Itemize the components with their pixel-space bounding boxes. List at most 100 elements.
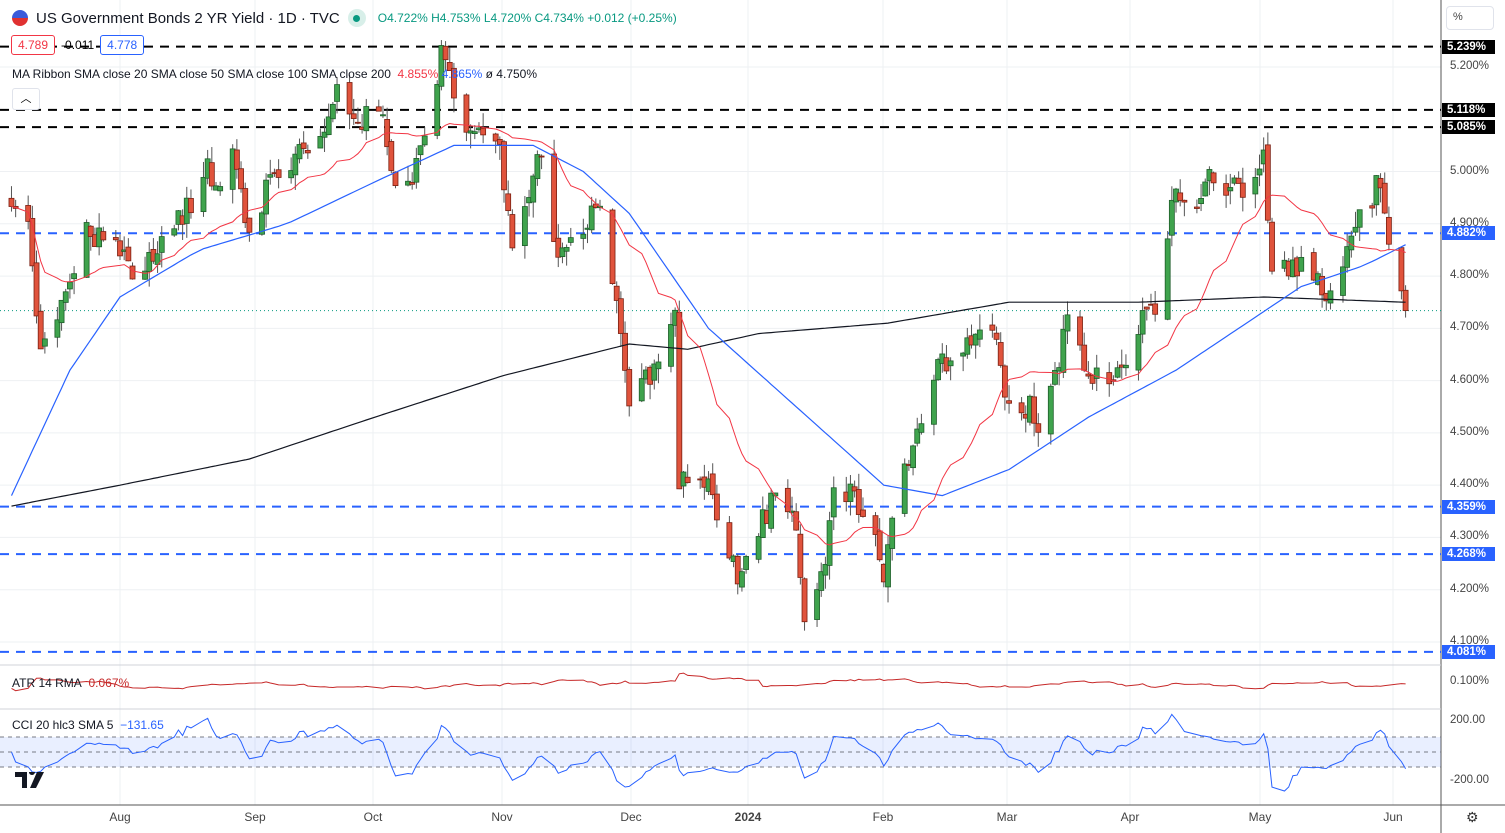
- candle-body: [1001, 365, 1008, 398]
- candle-body: [142, 270, 148, 280]
- price-tick: 5.200%: [1450, 60, 1490, 72]
- candle-body: [947, 360, 954, 367]
- candle-body: [67, 281, 73, 290]
- candle-body: [146, 252, 153, 273]
- candle-body: [872, 515, 879, 535]
- candle-body: [505, 193, 512, 212]
- cci-legend[interactable]: CCI 20 hlc3 SMA 5 −131.65: [12, 718, 164, 732]
- cci-axis-bottom: -200.00: [1450, 774, 1490, 786]
- price-tick: 4.500%: [1450, 425, 1490, 438]
- candle-body: [1235, 177, 1242, 184]
- candle-body: [1373, 175, 1380, 206]
- candle-body: [851, 486, 858, 492]
- ma-ribbon-legend[interactable]: MA Ribbon SMA close 20 SMA close 50 SMA …: [12, 67, 538, 81]
- price-tick: 5.000%: [1450, 164, 1490, 177]
- time-tick: Aug: [109, 810, 131, 824]
- candle-body: [380, 114, 386, 117]
- candle-body: [567, 237, 574, 243]
- candle-body: [112, 237, 119, 241]
- time-tick: Feb: [872, 810, 894, 824]
- symbol-title[interactable]: US Government Bonds 2 YR Yield · 1D · TV…: [36, 9, 340, 27]
- candle-body: [442, 45, 449, 61]
- candle-body: [885, 544, 891, 588]
- candle-body: [329, 103, 336, 120]
- tradingview-logo[interactable]: [15, 772, 45, 792]
- price-tick: 4.600%: [1450, 373, 1490, 386]
- settings-gear-icon[interactable]: ⚙: [1466, 809, 1479, 825]
- candle-body: [1356, 209, 1363, 228]
- quote-boxes: 4.789 -0.011 4.778: [11, 35, 145, 55]
- level-price-tag: 5.118%: [1442, 102, 1495, 117]
- candle-body: [855, 489, 862, 515]
- candle-body: [1352, 226, 1359, 233]
- candle-body: [743, 556, 749, 570]
- spread-value: -0.011: [61, 38, 95, 52]
- candle-body: [71, 273, 77, 280]
- candle-body: [1139, 310, 1146, 335]
- us-flag-icon: [12, 10, 28, 26]
- candle-body: [100, 231, 107, 241]
- candle-body: [1227, 187, 1234, 192]
- candle-body: [62, 291, 69, 303]
- sma50-line: [10, 144, 1406, 497]
- candle-body: [1319, 275, 1326, 296]
- candle-body: [33, 262, 40, 317]
- price-tick: 4.200%: [1450, 582, 1490, 595]
- candle-body: [1031, 396, 1038, 424]
- candle-body: [613, 285, 620, 301]
- time-tick: Nov: [491, 810, 513, 824]
- buy-price-button[interactable]: 4.778: [100, 35, 145, 55]
- candle-body: [1047, 385, 1054, 435]
- candle-body: [451, 67, 457, 99]
- candle-body: [797, 533, 804, 578]
- market-status-icon: [347, 9, 366, 27]
- candle-body: [1114, 367, 1121, 378]
- atr-legend[interactable]: ATR 14 RMA 0.067%: [12, 676, 130, 690]
- candle-body: [1398, 247, 1405, 292]
- candle-body: [355, 121, 361, 124]
- time-tick: Dec: [620, 810, 642, 824]
- candle-body: [8, 197, 15, 207]
- candle-body: [388, 141, 395, 171]
- candle-body: [876, 530, 883, 561]
- candle-body: [910, 445, 916, 469]
- candle-body: [530, 175, 537, 203]
- candle-body: [471, 131, 478, 134]
- candle-body: [300, 142, 307, 149]
- candle-body: [626, 369, 633, 407]
- candle-body: [830, 487, 837, 518]
- candle-body: [1006, 400, 1012, 404]
- candle-body: [346, 82, 353, 115]
- candle-body: [1256, 168, 1263, 176]
- candle-body: [480, 127, 487, 136]
- sell-price-button[interactable]: 4.789: [11, 35, 56, 55]
- price-tick: 4.400%: [1450, 478, 1490, 491]
- candle-body: [684, 476, 691, 484]
- candle-body: [935, 359, 942, 381]
- candle-body: [54, 319, 61, 338]
- level-price-tag: 4.268%: [1442, 547, 1495, 562]
- candle-body: [129, 265, 136, 280]
- scale-unit-button[interactable]: %: [1446, 6, 1494, 30]
- candle-body: [375, 106, 382, 112]
- candle-body: [304, 149, 311, 154]
- candle-body: [1152, 303, 1159, 315]
- candle-body: [734, 555, 741, 585]
- candle-body: [350, 113, 357, 119]
- candle-body: [826, 520, 833, 566]
- candle-body: [1168, 199, 1175, 236]
- candle-body: [726, 522, 733, 559]
- collapse-legend-button[interactable]: ︿: [12, 88, 40, 110]
- candle-body: [325, 116, 332, 136]
- candle-body: [609, 209, 616, 285]
- candle-body: [259, 212, 265, 235]
- cci-axis-top: 200.00: [1450, 714, 1486, 726]
- candle-body: [588, 205, 595, 231]
- candle-body: [292, 153, 299, 176]
- candle-body: [997, 342, 1004, 366]
- candle-body: [1089, 374, 1096, 384]
- candle-body: [551, 153, 557, 242]
- candle-body: [1381, 182, 1388, 214]
- level-price-tag: 4.882%: [1442, 226, 1495, 241]
